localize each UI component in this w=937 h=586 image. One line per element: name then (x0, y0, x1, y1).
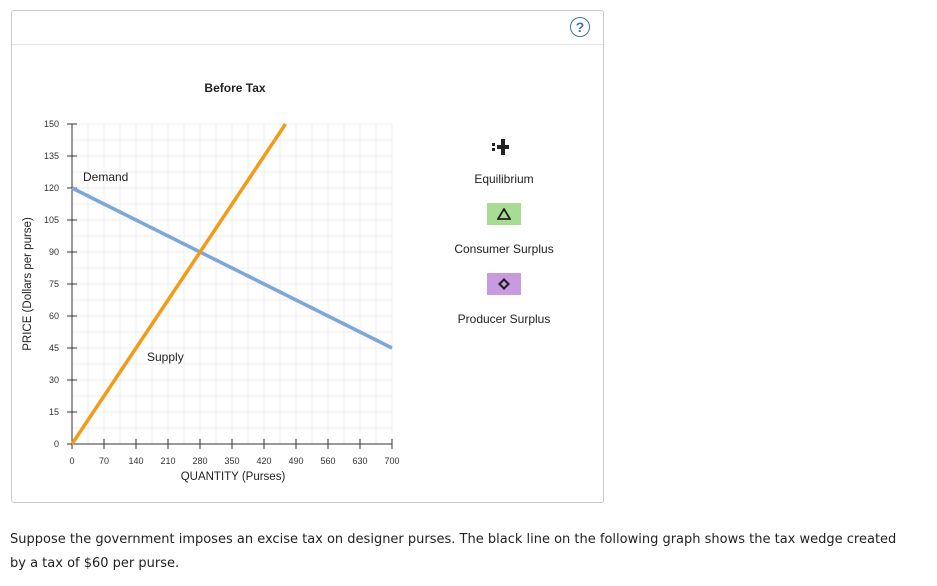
x-tick-label: 490 (288, 456, 303, 466)
panel-header (12, 11, 603, 45)
equilibrium-tool[interactable] (490, 136, 516, 158)
y-tick-label: 0 (54, 439, 59, 449)
equilibrium-label: Equilibrium (474, 172, 534, 186)
x-tick-label: 630 (352, 456, 367, 466)
y-tick-label: 30 (49, 375, 59, 385)
supply-label: Supply (147, 350, 184, 364)
y-tick-label: 75 (49, 279, 59, 289)
x-tick-label: 700 (384, 456, 399, 466)
y-tick-label: 150 (44, 119, 59, 129)
chart-grid (71, 123, 393, 445)
y-tick-label: 90 (49, 247, 59, 257)
y-axis-label: PRICE (Dollars per purse) (22, 217, 34, 351)
x-tick-label: 420 (256, 456, 271, 466)
x-tick-label: 560 (320, 456, 335, 466)
y-tick-label: 105 (44, 215, 59, 225)
x-tick-label: 280 (192, 456, 207, 466)
x-tick-label: 0 (69, 456, 74, 466)
y-tick-label: 120 (44, 183, 59, 193)
x-tick-label: 140 (128, 456, 143, 466)
chart-title: Before Tax (204, 81, 265, 95)
diamond-icon (498, 278, 510, 290)
consumer-surplus-label: Consumer Surplus (454, 242, 554, 256)
producer-surplus-tool[interactable] (487, 273, 521, 295)
graph-panel: ? (11, 10, 604, 503)
x-tick-label: 70 (99, 456, 109, 466)
supply-demand-chart[interactable]: Before Tax 0 15 30 45 60 75 90 105 120 135 150 0 70 1… (0, 0, 610, 510)
x-axis-label: QUANTITY (Purses) (181, 471, 286, 483)
help-button[interactable]: ? (570, 17, 590, 37)
demand-curve (71, 186, 393, 350)
y-tick-label: 135 (44, 151, 59, 161)
chart-series (70, 123, 393, 445)
producer-surplus-label: Producer Surplus (457, 312, 551, 326)
triangle-icon (497, 208, 511, 220)
x-tick-label: 210 (160, 456, 175, 466)
x-tick-label: 350 (224, 456, 239, 466)
question-text: Suppose the government imposes an excise… (10, 532, 897, 571)
demand-label: Demand (83, 170, 128, 184)
y-tick-label: 15 (49, 407, 59, 417)
supply-curve (70, 123, 287, 445)
equilibrium-icon (492, 139, 509, 155)
chart-ticks: 0 15 30 45 60 75 90 105 120 135 150 0 70 140 210 280 350… (44, 119, 400, 466)
consumer-surplus-tool[interactable] (487, 203, 521, 225)
y-tick-label: 60 (49, 311, 59, 321)
y-tick-label: 45 (49, 343, 59, 353)
